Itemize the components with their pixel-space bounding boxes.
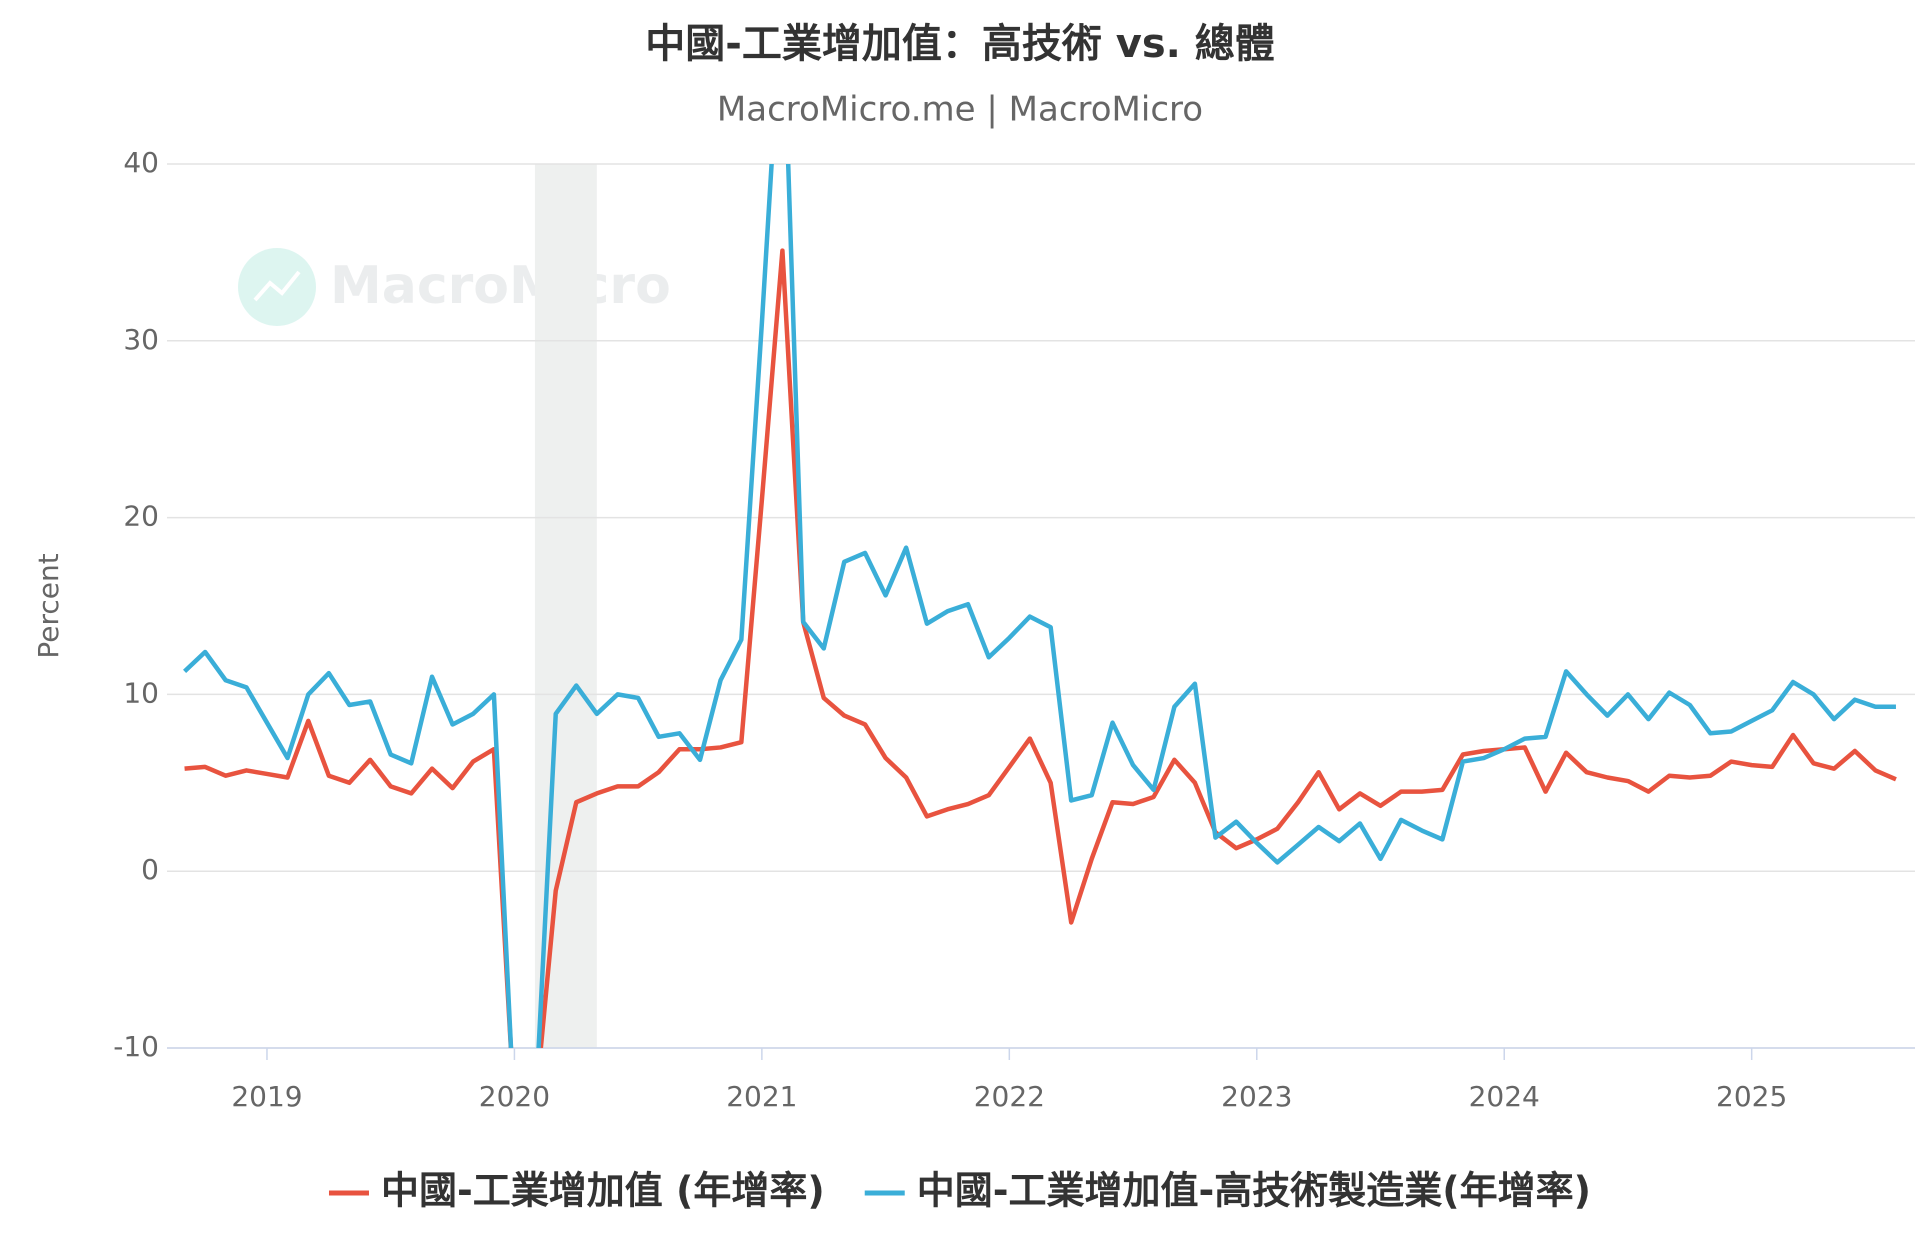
x-tick-label: 2025 bbox=[1716, 1080, 1787, 1113]
chart-subtitle: MacroMicro.me | MacroMicro bbox=[717, 90, 1203, 130]
x-tick-label: 2019 bbox=[231, 1080, 302, 1113]
watermark-logo: MacroMicro bbox=[238, 248, 671, 326]
y-tick-label: 10 bbox=[123, 676, 159, 709]
x-tick-label: 2024 bbox=[1469, 1080, 1540, 1113]
legend: 中國-工業增加值 (年增率) 中國-工業增加值-高技術製造業(年增率) bbox=[328, 1169, 1591, 1213]
x-tick-label: 2020 bbox=[479, 1080, 550, 1113]
series-line bbox=[183, 164, 1896, 1048]
y-axis-label: Percent bbox=[32, 553, 65, 658]
y-tick-label: 0 bbox=[141, 853, 159, 886]
watermark-text: MacroMicro bbox=[330, 256, 671, 316]
x-tick-label: 2022 bbox=[974, 1080, 1045, 1113]
x-tick-label: 2023 bbox=[1221, 1080, 1292, 1113]
chart-title: 中國-工業增加值：高技術 vs. 總體 bbox=[645, 21, 1275, 67]
y-tick-label: 40 bbox=[123, 146, 159, 179]
y-tick-label: -10 bbox=[113, 1030, 159, 1063]
series-line bbox=[184, 248, 1897, 1048]
legend-label: 中國-工業增加值-高技術製造業(年增率) bbox=[917, 1169, 1591, 1213]
y-tick-label: 20 bbox=[123, 500, 159, 533]
x-tick-label: 2021 bbox=[726, 1080, 797, 1113]
legend-label: 中國-工業增加值 (年增率) bbox=[381, 1169, 825, 1213]
y-tick-label: 30 bbox=[123, 323, 159, 356]
